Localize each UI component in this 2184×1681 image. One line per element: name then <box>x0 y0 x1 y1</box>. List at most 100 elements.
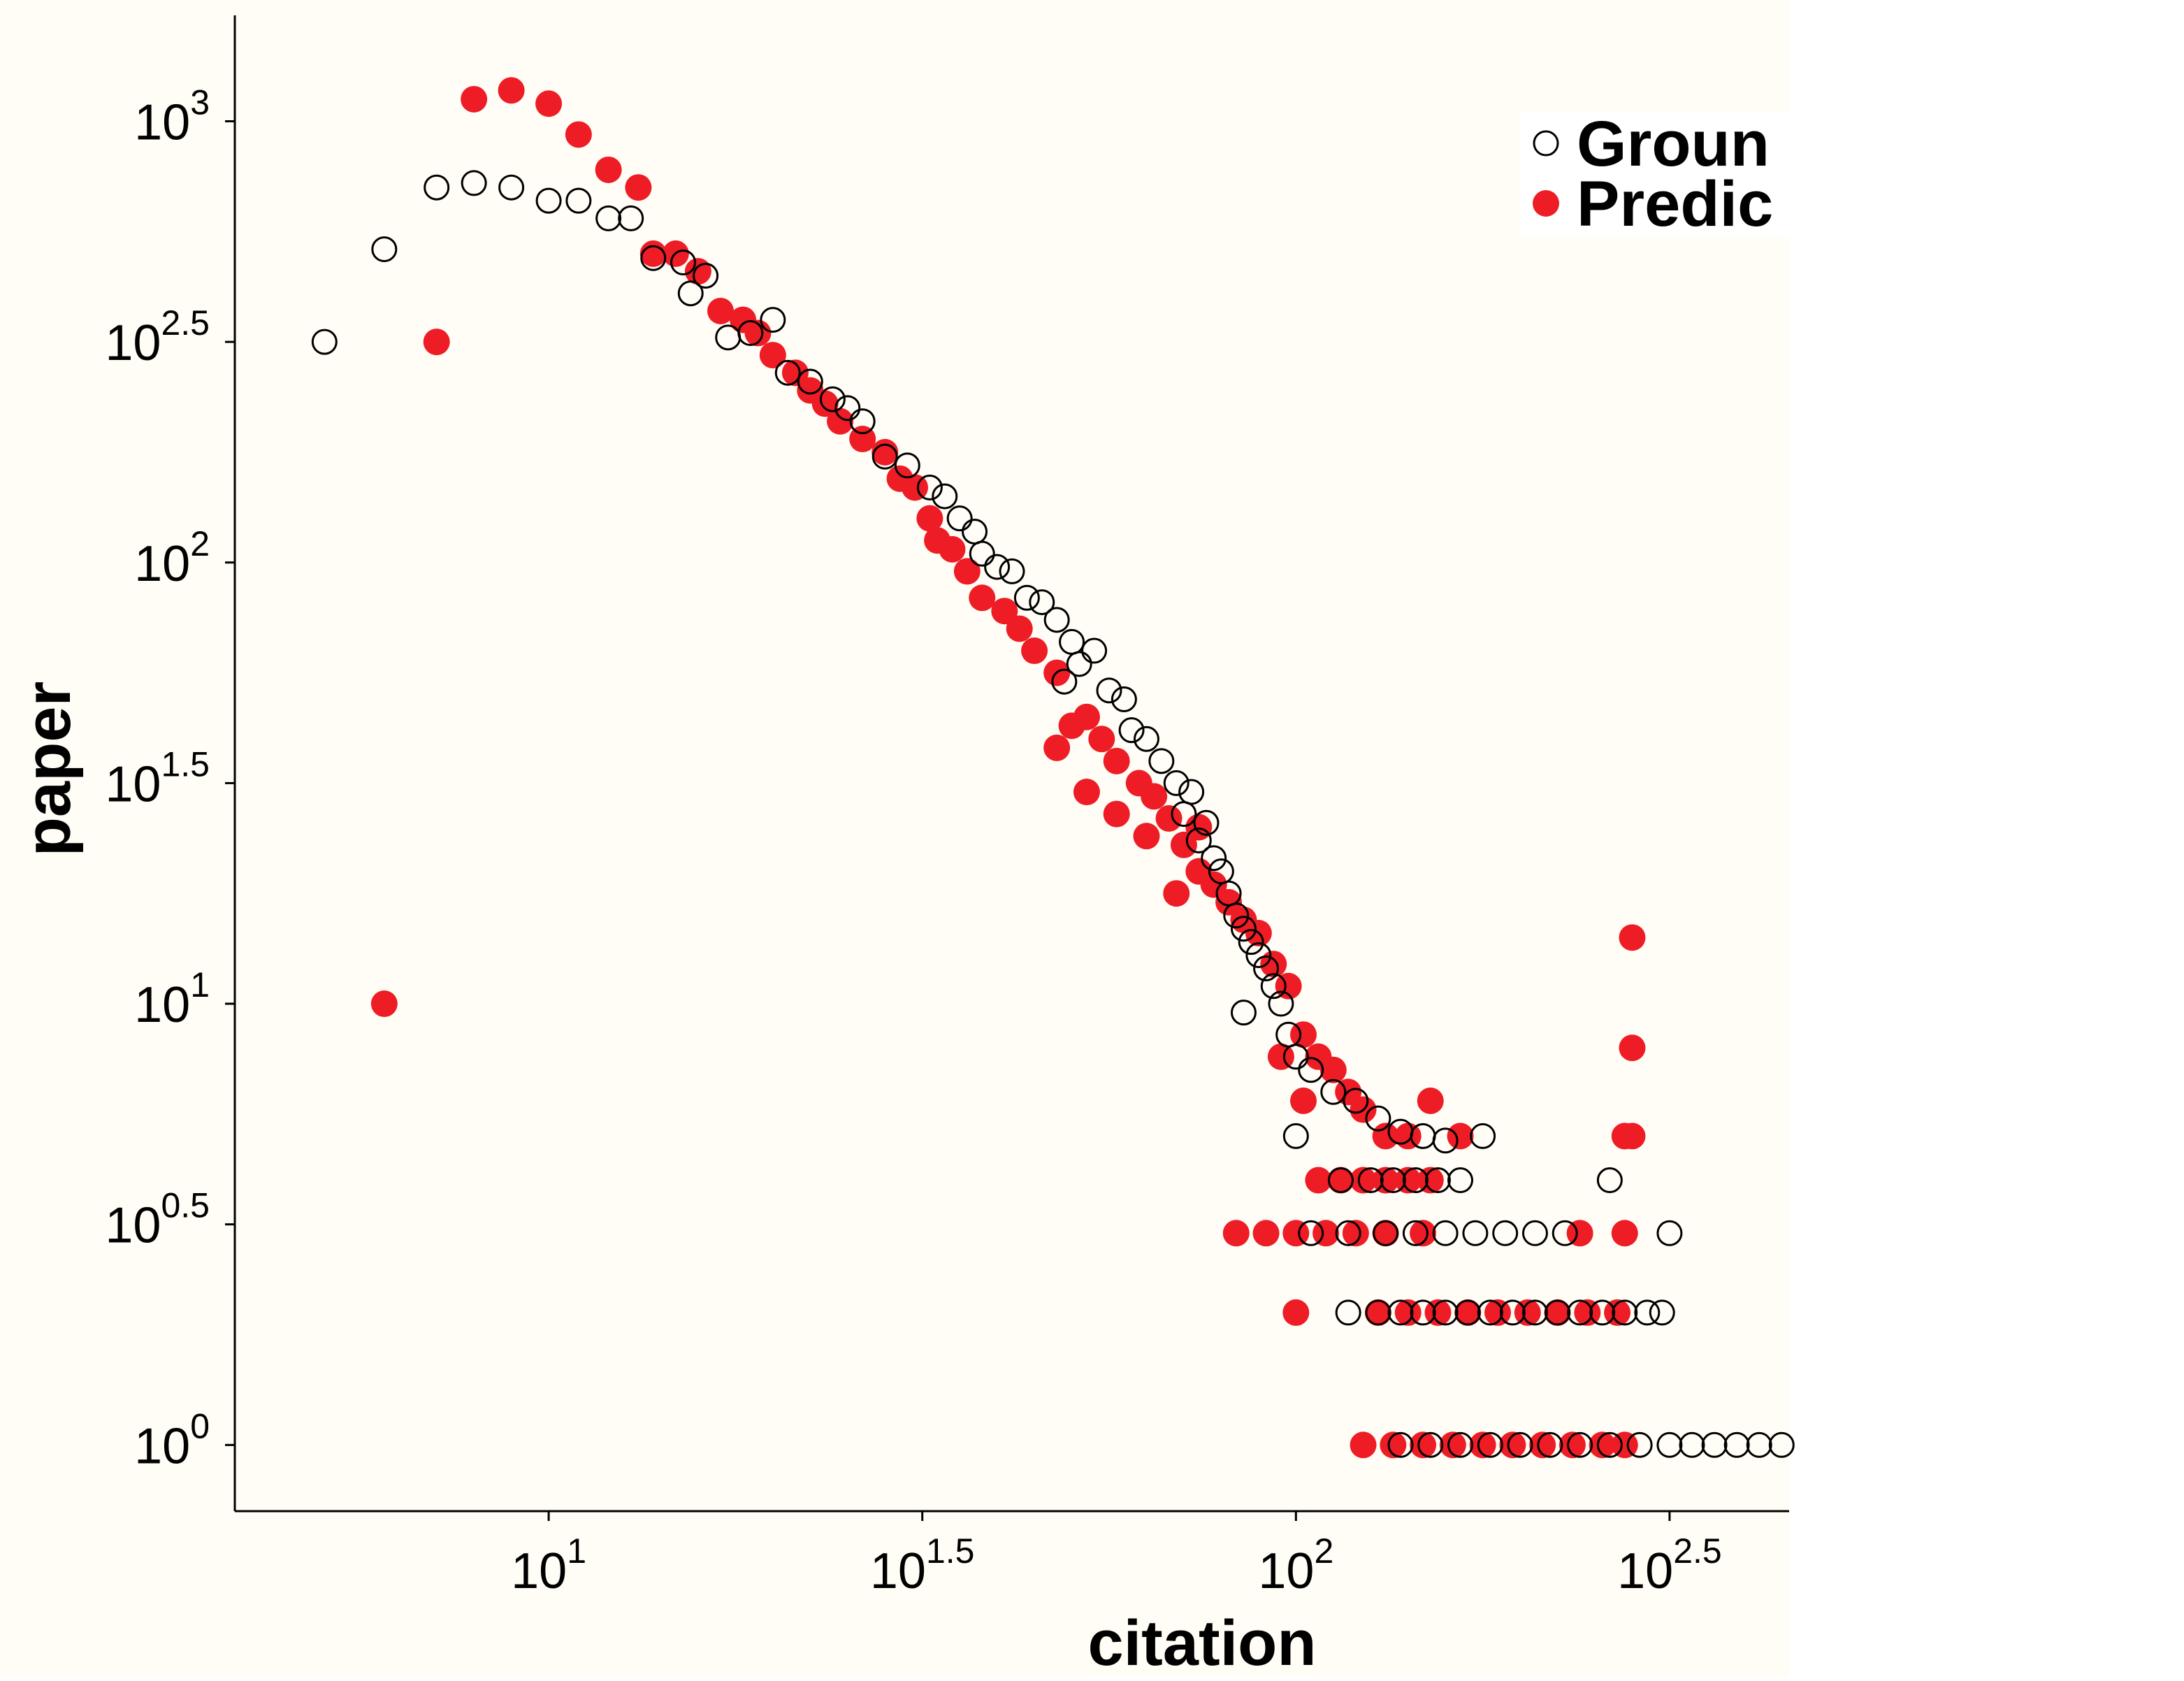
ground-truth-point <box>1230 1000 1257 1026</box>
ground-truth-point <box>1387 1431 1414 1458</box>
ground-truth-point <box>932 483 958 510</box>
predicted-point <box>1282 1299 1310 1326</box>
data-points <box>311 77 1795 1459</box>
x-tick-label: 102.5 <box>1617 1531 1722 1599</box>
ground-truth-point <box>1432 1127 1459 1154</box>
ground-truth-point <box>1111 686 1137 712</box>
ground-truth-point <box>1656 1220 1683 1246</box>
ground-truth-point <box>1552 1220 1578 1246</box>
y-tick-exponent: 2 <box>190 524 210 563</box>
predicted-point <box>1327 1167 1354 1194</box>
ground-truth-point <box>1612 1299 1638 1326</box>
y-tick-label: 102 <box>134 524 210 592</box>
ground-truth-point <box>424 174 450 201</box>
predicted-point <box>1417 1167 1444 1194</box>
ground-truth-point <box>1148 748 1175 774</box>
ground-truth-point <box>1477 1299 1503 1326</box>
ground-truth-point <box>999 558 1025 584</box>
ground-truth-point <box>1596 1431 1623 1458</box>
ground-truth-point <box>1537 1431 1563 1458</box>
predicted-point <box>1185 814 1213 841</box>
ground-truth-point <box>1118 717 1145 744</box>
predicted-point <box>1574 1299 1601 1326</box>
predicted-point <box>1319 1056 1347 1083</box>
y-tick-exponent: 2.5 <box>161 303 210 342</box>
predicted-point <box>1424 1299 1452 1326</box>
ground-truth-point <box>1649 1299 1675 1326</box>
ground-truth-point <box>1470 1123 1496 1149</box>
predicted-point <box>1417 1087 1444 1114</box>
ground-truth-point <box>1521 1220 1548 1246</box>
ground-truth-point <box>1357 1167 1384 1194</box>
ground-truth-point <box>1567 1431 1593 1458</box>
predicted-point <box>744 319 772 347</box>
ground-truth-point <box>1365 1299 1391 1326</box>
ground-truth-point <box>1335 1299 1361 1326</box>
ground-truth-point <box>946 505 973 532</box>
predicted-point <box>1155 805 1183 832</box>
ground-truth-point <box>1013 584 1040 611</box>
ground-truth-point <box>819 386 846 412</box>
ground-truth-point <box>670 250 697 276</box>
predicted-point <box>1611 1220 1638 1247</box>
ground-truth-point <box>1238 929 1264 955</box>
ground-truth-point <box>1387 1299 1414 1326</box>
ground-truth-point <box>1567 1299 1593 1326</box>
ground-truth-point <box>1043 607 1070 633</box>
ground-truth-point <box>1066 651 1092 677</box>
predicted-point <box>1410 1220 1437 1247</box>
y-tick-label: 102.5 <box>105 303 210 371</box>
ground-truth-point <box>1507 1431 1533 1458</box>
predicted-point <box>1447 1123 1474 1150</box>
ground-truth-point <box>1746 1431 1772 1458</box>
ground-truth-point <box>916 474 943 500</box>
ground-truth-point <box>1223 902 1250 929</box>
predicted-point <box>1454 1299 1482 1326</box>
predicted-point <box>1559 1431 1586 1459</box>
ground-truth-point <box>1343 1088 1369 1114</box>
legend-box <box>1521 112 1789 238</box>
predicted-point <box>1200 871 1227 898</box>
ground-truth-point <box>693 262 719 289</box>
predicted-point <box>595 156 622 183</box>
predicted-point <box>872 438 899 466</box>
predicted-point <box>461 85 488 113</box>
predicted-point <box>916 505 943 532</box>
predicted-point <box>969 584 996 612</box>
predicted-point <box>1589 1431 1616 1459</box>
predicted-point <box>1282 1220 1310 1247</box>
x-tick-label: 101.5 <box>870 1531 975 1599</box>
ground-truth-point <box>1701 1431 1728 1458</box>
ground-truth-point <box>969 540 995 567</box>
ground-truth-point <box>461 170 487 196</box>
predicted-point <box>625 174 652 201</box>
ground-truth-point <box>1245 942 1272 969</box>
predicted-point <box>1364 1299 1391 1326</box>
predicted-point <box>1170 831 1197 858</box>
ground-truth-point <box>1521 1299 1548 1326</box>
plot-background <box>0 0 1789 1678</box>
ground-truth-point <box>535 187 562 214</box>
y-tick-exponent: 3 <box>190 83 210 122</box>
predicted-point <box>1380 1431 1407 1459</box>
predicted-point <box>1088 726 1115 753</box>
ground-truth-point <box>1282 1044 1309 1070</box>
ground-truth-point <box>1051 668 1078 695</box>
predicted-point <box>939 535 966 563</box>
x-axis-label: citation <box>1087 1608 1316 1678</box>
predicted-point <box>1372 1220 1399 1247</box>
predicted-point <box>1021 637 1048 665</box>
ground-truth-point <box>1402 1167 1429 1194</box>
ground-truth-point <box>1253 955 1280 982</box>
ground-truth-point <box>1499 1299 1526 1326</box>
ground-truth-point <box>1133 726 1159 752</box>
y-tick-exponent: 1.5 <box>161 744 210 784</box>
ground-truth-point <box>1029 589 1055 616</box>
predicted-point <box>827 407 854 435</box>
ground-truth-point <box>1365 1105 1391 1132</box>
legend-label: Groun <box>1577 108 1770 180</box>
predicted-point <box>759 342 786 369</box>
